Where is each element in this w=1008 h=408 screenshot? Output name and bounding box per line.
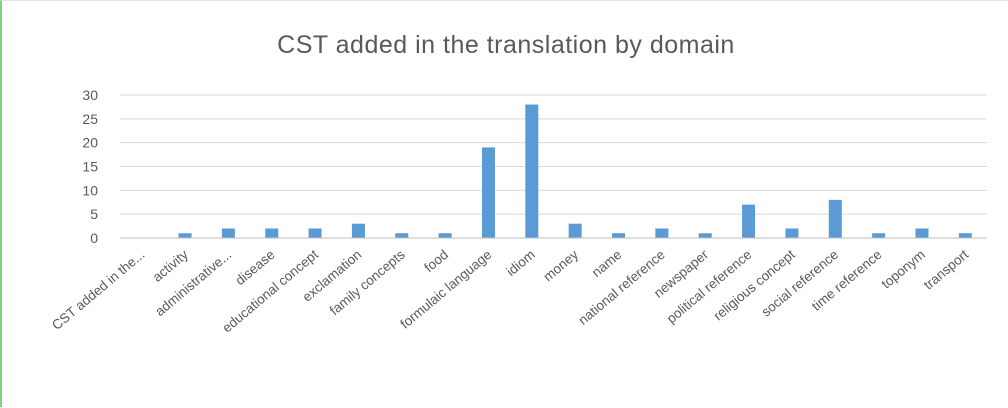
x-tick-label: administrative... bbox=[152, 247, 234, 319]
y-tick-label: 25 bbox=[82, 111, 98, 127]
y-tick-label: 20 bbox=[82, 135, 98, 151]
bar bbox=[742, 204, 756, 238]
bar bbox=[655, 228, 669, 238]
y-tick-label: 10 bbox=[82, 182, 98, 198]
x-axis-labels: CST added in the... activityadministrativ… bbox=[49, 246, 971, 335]
bar bbox=[828, 199, 842, 238]
bar bbox=[915, 228, 929, 238]
bar bbox=[698, 233, 712, 238]
x-tick-label: money bbox=[540, 247, 581, 285]
bar bbox=[308, 228, 322, 238]
x-tick-label: idiom bbox=[503, 247, 537, 279]
bar bbox=[785, 228, 799, 238]
bar bbox=[438, 233, 452, 238]
x-tick-label: name bbox=[589, 247, 625, 280]
y-tick-label: 0 bbox=[90, 230, 98, 246]
bar bbox=[872, 233, 886, 238]
x-tick-label: transport bbox=[921, 247, 972, 293]
bar bbox=[351, 223, 365, 238]
bar bbox=[958, 233, 972, 238]
bar bbox=[178, 233, 192, 238]
bar bbox=[568, 223, 582, 238]
bar bbox=[265, 228, 279, 238]
y-tick-label: 15 bbox=[82, 159, 98, 175]
y-tick-label: 30 bbox=[82, 87, 98, 103]
x-tick-label: food bbox=[421, 247, 451, 275]
y-tick-label: 5 bbox=[90, 206, 98, 222]
bar bbox=[481, 147, 495, 238]
gridlines bbox=[120, 94, 987, 215]
x-tick-label: toponym bbox=[879, 247, 928, 292]
x-tick-label: CST added in the... bbox=[49, 247, 148, 333]
bar bbox=[395, 233, 409, 238]
y-axis-ticks: 0 5 10 15 20 25 30 bbox=[82, 87, 98, 246]
bar bbox=[612, 233, 626, 238]
bar bbox=[525, 104, 539, 239]
chart-title: CST added in the translation by domain bbox=[277, 31, 735, 59]
bars bbox=[178, 104, 972, 239]
x-tick-label: social reference bbox=[759, 247, 842, 320]
x-tick-label: family concepts bbox=[327, 247, 408, 318]
bar bbox=[221, 228, 235, 238]
